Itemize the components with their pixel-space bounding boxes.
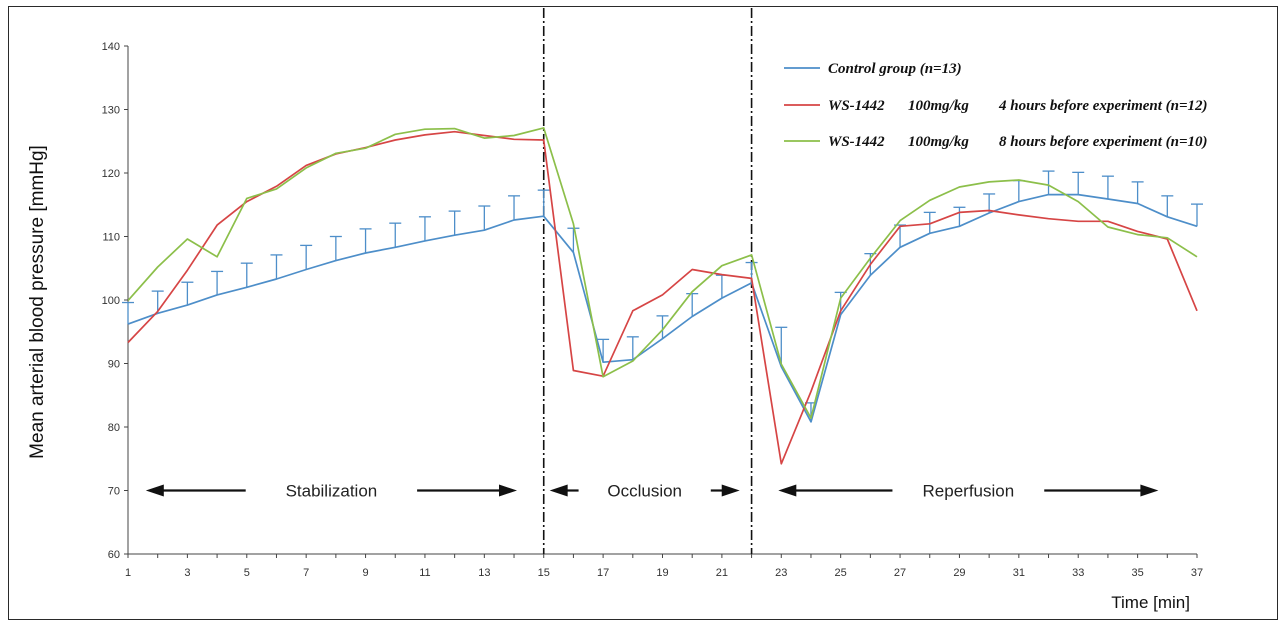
x-tick-label: 13	[478, 567, 490, 579]
y-tick-label: 130	[102, 105, 120, 117]
y-tick-label: 100	[102, 295, 120, 307]
x-tick-label: 3	[184, 567, 190, 579]
x-tick-label: 1	[125, 567, 131, 579]
phase-arrowhead-left	[145, 484, 164, 497]
phase-arrowhead-right	[1140, 484, 1159, 497]
x-tick-label: 31	[1013, 567, 1025, 579]
phase-label: Reperfusion	[923, 482, 1015, 501]
phase-arrowhead-left	[549, 484, 568, 497]
legend-label-8h-drug: WS-1442	[828, 134, 885, 150]
y-tick-label: 120	[102, 168, 120, 180]
y-tick-label: 90	[108, 359, 120, 371]
x-tick-label: 15	[538, 567, 550, 579]
x-tick-label: 5	[244, 567, 250, 579]
phase-dividers	[542, 8, 753, 554]
error-bars	[122, 170, 1203, 422]
phase-arrowhead-right	[721, 484, 740, 497]
legend-label-4h-drug: WS-1442	[828, 98, 885, 114]
phase-label: Occlusion	[607, 482, 682, 501]
phase-label: Stabilization	[286, 482, 378, 501]
x-axis-title: Time [min]	[1111, 593, 1190, 612]
axes	[127, 46, 1197, 555]
y-tick-labels: 60 70 80 90 100 110 120 130 140	[102, 41, 128, 561]
y-tick-label: 140	[102, 41, 120, 53]
x-tick-label: 35	[1131, 567, 1143, 579]
y-tick-label: 70	[108, 486, 120, 498]
phase-annotations: Stabilization Occlusion Reperfusion	[145, 482, 1159, 501]
legend-label-4h-timing: 4 hours before experiment (n=12)	[998, 98, 1208, 114]
phase-arrowhead-right	[498, 484, 517, 497]
x-tick-label: 29	[953, 567, 965, 579]
y-tick-label: 60	[108, 549, 120, 561]
x-tick-label: 9	[362, 567, 368, 579]
legend-label-8h-dose: 100mg/kg	[908, 134, 969, 150]
x-tick-label: 21	[716, 567, 728, 579]
figure-frame	[8, 6, 1278, 620]
x-tick-label: 25	[835, 567, 847, 579]
legend-label-control: Control group (n=13)	[828, 61, 962, 77]
x-tick-label: 27	[894, 567, 906, 579]
x-tick-labels: 1 3 5 7 9 11 13 15 17 19 21 23 25 27 29 31 33 35 37	[125, 554, 1203, 579]
phase-arrowhead-left	[778, 484, 797, 497]
legend-label-4h-dose: 100mg/kg	[908, 98, 969, 114]
series-line-0	[127, 193, 1198, 423]
series-lines	[127, 127, 1198, 465]
series-line-2	[127, 127, 1198, 419]
x-tick-label: 19	[656, 567, 668, 579]
x-tick-label: 17	[597, 567, 609, 579]
x-tick-label: 7	[303, 567, 309, 579]
x-tick-label: 23	[775, 567, 787, 579]
legend-label-8h-timing: 8 hours before experiment (n=10)	[999, 134, 1208, 150]
x-tick-label: 11	[419, 567, 430, 579]
y-axis-title: Mean arterial blood pressure [mmHg]	[27, 145, 48, 459]
series-line-1	[127, 130, 1198, 465]
x-tick-label: 33	[1072, 567, 1084, 579]
y-tick-label: 80	[108, 422, 120, 434]
y-tick-label: 110	[102, 232, 120, 244]
legend: Control group (n=13) WS-1442 100mg/kg 4 …	[784, 61, 1208, 150]
x-tick-label: 37	[1191, 567, 1203, 579]
